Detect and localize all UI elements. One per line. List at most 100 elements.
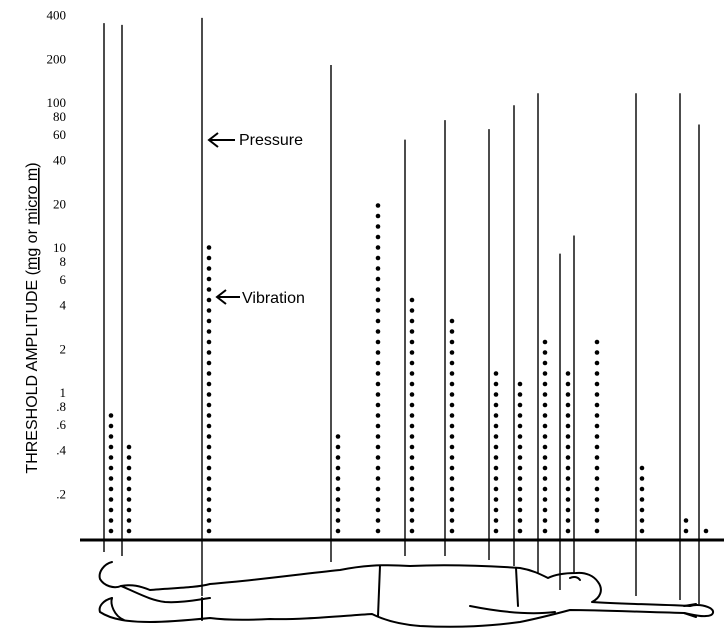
vibration-dot: [409, 402, 415, 408]
vibration-dot: [108, 528, 114, 534]
vibration-dot: [126, 497, 132, 502]
vibration-dot: [206, 276, 212, 282]
y-axis-title-unit-2: micro m: [24, 168, 41, 225]
vibration-dot: [517, 518, 523, 523]
y-tick-label: .8: [56, 399, 66, 414]
vibration-column: [409, 297, 415, 534]
vibration-dot: [206, 476, 212, 481]
vibration-dot: [639, 465, 645, 471]
vibration-dot: [375, 224, 381, 229]
vibration-dot: [206, 350, 212, 355]
vibration-dot: [449, 528, 455, 534]
vibration-dot: [493, 392, 499, 397]
vibration-dot: [409, 371, 415, 376]
vibration-dot: [206, 329, 212, 334]
vibration-dot: [493, 528, 499, 534]
vibration-dot: [449, 371, 455, 376]
vibration-dot: [493, 402, 499, 408]
vibration-dot: [126, 518, 132, 523]
vibration-dot: [542, 497, 548, 502]
vibration-dot: [449, 434, 455, 439]
y-tick-label: 10: [53, 240, 66, 255]
vibration-dot: [493, 518, 499, 523]
vibration-dot: [449, 318, 455, 324]
vibration-dot: [206, 381, 212, 387]
pressure-series: [103, 17, 700, 604]
body-segment: [377, 565, 381, 617]
vibration-dot: [409, 518, 415, 523]
vibration-dot: [375, 371, 381, 376]
vibration-dot: [639, 518, 645, 523]
vibration-dot: [565, 444, 571, 450]
vibration-dot: [375, 381, 381, 387]
vibration-dot: [409, 350, 415, 355]
vibration-dot: [375, 297, 381, 303]
vibration-dot: [108, 434, 114, 439]
vibration-dot: [206, 518, 212, 523]
body-outline: [98, 561, 715, 628]
vibration-dot: [594, 465, 600, 471]
vibration-dot: [375, 234, 381, 240]
vibration-dot: [449, 360, 455, 366]
vibration-dot: [639, 507, 645, 513]
vibration-dot: [375, 203, 381, 208]
vibration-dot: [565, 518, 571, 523]
vibration-dot: [542, 465, 548, 471]
vibration-dot: [449, 455, 455, 460]
vibration-column: [565, 371, 571, 534]
vibration-dot: [108, 507, 114, 513]
vibration-dot: [565, 497, 571, 502]
vibration-column: [517, 381, 523, 534]
vibration-dot: [517, 476, 523, 481]
vibration-dot: [375, 486, 381, 492]
vibration-dot: [517, 497, 523, 502]
vibration-dot: [409, 392, 415, 397]
vibration-dot: [565, 528, 571, 534]
vibration-dot: [493, 476, 499, 481]
vibration-dot: [108, 518, 114, 523]
vibration-dot: [703, 528, 709, 534]
vibration-dot: [542, 350, 548, 355]
vibration-dot: [409, 455, 415, 460]
vibration-dot: [542, 444, 548, 450]
vibration-dot: [493, 413, 499, 418]
vibration-dot: [206, 371, 212, 376]
vibration-dot: [517, 381, 523, 387]
y-tick-label: 2: [60, 341, 67, 356]
vibration-dot: [206, 255, 212, 261]
vibration-dot: [542, 381, 548, 387]
vibration-dot: [493, 381, 499, 387]
vibration-dot: [375, 434, 381, 439]
vibration-annotation: Vibration: [215, 289, 305, 307]
vibration-dot: [375, 360, 381, 366]
arm-outline: [469, 605, 556, 615]
vibration-dot: [206, 434, 212, 439]
vibration-series: [108, 203, 709, 534]
vibration-dot: [493, 465, 499, 471]
vibration-dot: [375, 507, 381, 513]
vibration-dot: [542, 507, 548, 513]
left-foot-outline: [110, 597, 125, 621]
y-tick-label: 8: [60, 254, 67, 269]
y-tick-label: 1: [60, 385, 67, 400]
vibration-dot: [594, 413, 600, 418]
vibration-dot: [517, 392, 523, 397]
y-tick-label: 4: [60, 298, 67, 313]
vibration-dot: [335, 465, 341, 471]
vibration-dot: [375, 276, 381, 282]
vibration-dot: [449, 444, 455, 450]
vibration-dot: [375, 402, 381, 408]
y-tick-label: 400: [47, 8, 67, 23]
vibration-dot: [449, 329, 455, 334]
vibration-dot: [375, 245, 381, 250]
vibration-arrow-icon: [215, 289, 240, 305]
y-tick-label: 20: [53, 196, 66, 211]
vibration-dot: [126, 476, 132, 481]
vibration-dot: [594, 339, 600, 345]
vibration-dot: [449, 518, 455, 523]
vibration-dot: [409, 381, 415, 387]
human-body-illustration: [98, 561, 715, 628]
vibration-dot: [409, 528, 415, 534]
vibration-dot: [206, 318, 212, 324]
y-axis-title-unit-1: mg: [24, 248, 41, 270]
